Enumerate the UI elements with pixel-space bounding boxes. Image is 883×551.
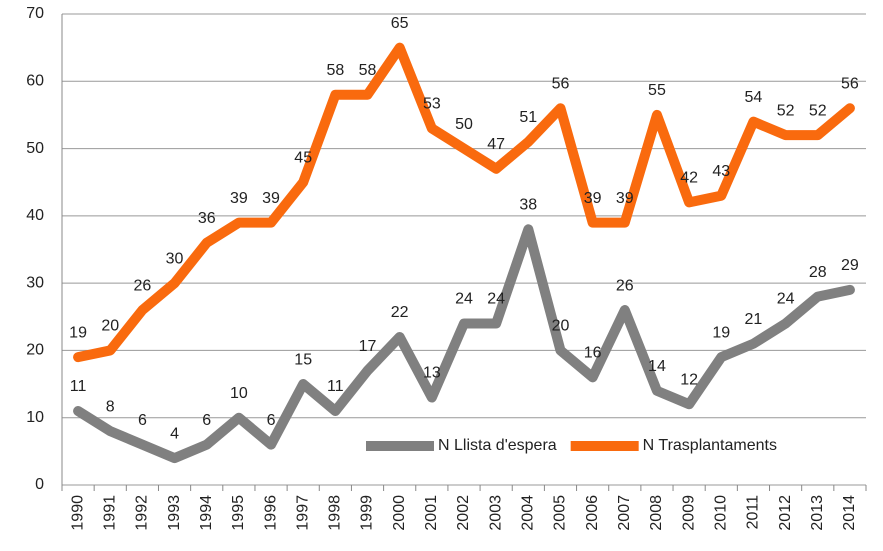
y-tick-label: 40 (26, 207, 44, 224)
data-label: 24 (487, 291, 505, 308)
data-label: 17 (359, 338, 377, 355)
data-label: 56 (552, 75, 570, 92)
x-tick-label: 2013 (809, 495, 826, 531)
y-tick-label: 0 (35, 476, 44, 493)
data-label: 58 (326, 62, 344, 79)
x-tick-label: 2001 (423, 495, 440, 531)
x-tick-label: 1995 (230, 495, 247, 531)
data-label: 16 (584, 345, 602, 362)
x-tick-label: 1992 (134, 495, 151, 531)
data-label: 6 (267, 412, 276, 429)
data-label: 52 (777, 102, 795, 119)
x-tick-label: 1994 (198, 495, 215, 531)
data-label: 24 (455, 291, 473, 308)
data-label: 13 (423, 365, 441, 382)
data-label: 51 (519, 109, 537, 126)
data-label: 39 (616, 190, 634, 207)
y-tick-label: 20 (26, 342, 44, 359)
data-label: 20 (101, 318, 119, 335)
x-tick-label: 1990 (69, 495, 86, 531)
data-label: 47 (487, 136, 505, 153)
x-tick-label: 2014 (841, 495, 858, 531)
y-tick-label: 30 (26, 274, 44, 291)
data-label: 42 (680, 170, 698, 187)
data-label: 30 (166, 250, 184, 267)
data-label: 21 (745, 311, 763, 328)
legend-label: N Trasplantaments (643, 437, 777, 454)
x-tick-label: 2009 (680, 495, 697, 531)
x-tick-label: 1998 (327, 495, 344, 531)
series-line (73, 224, 855, 464)
legend-label: N Llista d'espera (438, 437, 557, 454)
data-label: 11 (327, 378, 344, 395)
x-tick-label: 2004 (520, 495, 537, 531)
data-label: 39 (584, 190, 602, 207)
data-label: 39 (262, 190, 280, 207)
y-tick-label: 60 (26, 73, 44, 90)
data-label: 29 (841, 257, 859, 274)
data-label: 53 (423, 96, 441, 113)
data-label: 6 (202, 412, 211, 429)
x-tick-label: 2000 (391, 495, 408, 531)
data-label: 39 (230, 190, 248, 207)
data-label: 58 (359, 62, 377, 79)
data-label: 45 (294, 149, 312, 166)
data-label: 19 (69, 324, 87, 341)
x-tick-label: 2007 (616, 495, 633, 531)
data-label: 19 (712, 324, 730, 341)
data-label: 50 (455, 116, 473, 133)
data-label: 14 (648, 358, 666, 375)
data-label: 56 (841, 75, 859, 92)
data-label: 11 (70, 378, 87, 395)
series-line (73, 42, 855, 363)
data-label: 52 (809, 102, 827, 119)
x-tick-label: 1991 (101, 495, 118, 531)
data-label: 26 (134, 277, 152, 294)
x-tick-label: 2005 (552, 495, 569, 531)
y-tick-label: 10 (26, 409, 44, 426)
x-tick-label: 2002 (455, 495, 472, 531)
x-tick-label: 2012 (777, 495, 794, 531)
data-label: 55 (648, 82, 666, 99)
x-tick-label: 1999 (359, 495, 376, 531)
y-tick-label: 70 (26, 5, 44, 22)
data-label: 15 (294, 351, 312, 368)
data-label: 4 (170, 425, 179, 442)
data-label: 22 (391, 304, 409, 321)
x-tick-label: 1997 (294, 495, 311, 531)
x-tick-label: 2008 (648, 495, 665, 531)
data-label: 65 (391, 15, 409, 32)
data-label: 6 (138, 412, 147, 429)
x-tick-label: 2006 (584, 495, 601, 531)
data-label: 28 (809, 264, 827, 281)
data-label: 54 (745, 89, 763, 106)
data-label: 8 (106, 398, 115, 415)
x-tick-label: 1996 (262, 495, 279, 531)
data-label: 20 (552, 318, 570, 335)
data-label: 26 (616, 277, 634, 294)
data-label: 38 (519, 197, 537, 214)
x-tick-label: 1993 (166, 495, 183, 531)
y-tick-label: 50 (26, 140, 44, 157)
x-tick-label: 2003 (487, 495, 504, 531)
data-label: 12 (680, 371, 698, 388)
data-label: 10 (230, 385, 248, 402)
data-label: 24 (777, 291, 795, 308)
x-tick-label: 2010 (712, 495, 729, 531)
data-label: 36 (198, 210, 216, 227)
x-tick-label: 2011 (745, 495, 762, 530)
data-label: 43 (712, 163, 730, 180)
